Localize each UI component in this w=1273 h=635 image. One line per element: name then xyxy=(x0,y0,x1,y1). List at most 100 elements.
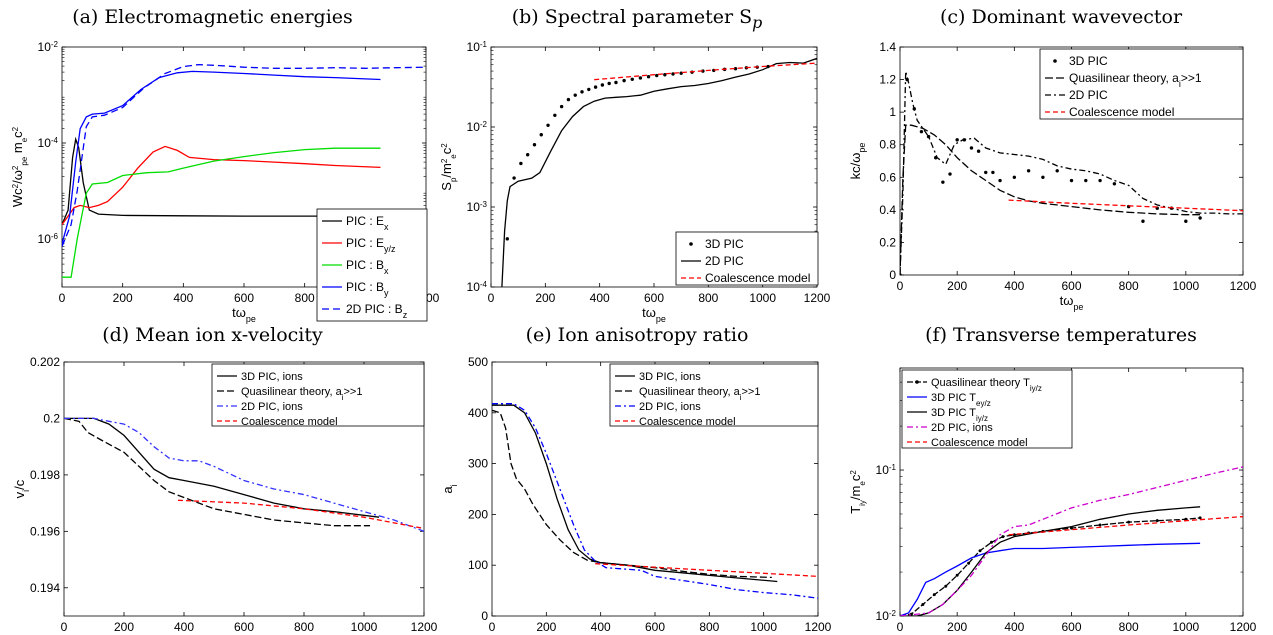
y-axis-label: ai xyxy=(440,484,459,493)
x-tick-label: 800 xyxy=(295,291,315,305)
x-tick-label: 1200 xyxy=(1230,620,1257,634)
legend-label: 3D PIC xyxy=(1069,54,1108,68)
x-tick-label: 600 xyxy=(1061,620,1081,634)
y-tick-label: 0.6 xyxy=(879,170,896,184)
series-3d-pic-point xyxy=(512,176,516,180)
y-axis-label: Sp/m2ec2 xyxy=(439,143,458,191)
y-tick-label: 0.202 xyxy=(30,355,60,369)
x-tick-label: 400 xyxy=(590,291,610,305)
y-tick-label: 0 xyxy=(889,268,896,282)
x-tick-label: 800 xyxy=(1119,279,1139,293)
panel-a: (a) Electromagnetic energies 0 200 400 600 8… xyxy=(0,0,440,324)
y-axis-label: vi/c xyxy=(12,479,31,498)
x-tick-label: 0 xyxy=(59,291,66,305)
x-tick-label: 400 xyxy=(1004,279,1024,293)
series-3d-pic-point xyxy=(655,73,659,78)
series-3d-pic-point xyxy=(1084,178,1088,183)
y-tick-label: 10-2 xyxy=(467,120,488,135)
y-axis-label: kc/ωpe xyxy=(848,143,867,180)
series-3d-pic-point xyxy=(532,143,537,147)
series-3d-pic-point xyxy=(600,83,605,87)
chart-title: (b) Spectral parameter Sp xyxy=(511,6,763,32)
x-tick-label: 0 xyxy=(489,620,496,634)
series-quasilinear-theory-a-i-line xyxy=(900,124,1201,275)
x-tick-label: 800 xyxy=(698,291,718,305)
y-tick-label: 1 xyxy=(889,105,896,119)
series-3d-pic-point xyxy=(926,134,931,139)
x-tick-label: 200 xyxy=(536,620,556,634)
legend: Quasilinear theory Tiy/z3D PIC Tey/z3D P… xyxy=(901,369,1073,449)
series-3d-pic-point xyxy=(573,93,577,97)
series-quasilinear-theory-t-iyz-point xyxy=(1198,516,1202,520)
series-quasilinear-theory-t-iyz-point xyxy=(967,561,971,565)
y-tick-label: 10-3 xyxy=(467,200,488,215)
x-tick-label: 1200 xyxy=(805,620,832,634)
series-3d-pic-point xyxy=(566,97,571,102)
x-tick-label: 0 xyxy=(61,620,68,634)
series-3d-pic-point xyxy=(671,72,675,76)
legend-marker xyxy=(1053,59,1057,63)
series-3d-pic-point xyxy=(1069,178,1074,183)
series-3d-pic-point xyxy=(948,172,952,176)
y-tick-label: 10-4 xyxy=(38,136,59,151)
series-3d-pic-point xyxy=(1098,178,1102,183)
x-tick-label: 1200 xyxy=(804,291,831,305)
y-tick-label: 0.2 xyxy=(43,411,60,425)
series-3d-pic-point xyxy=(630,77,634,81)
chart-d: 0 200 400 600 800 1000 12000.1940.1960.1980.20… xyxy=(12,355,438,635)
series-coalescence-model-line xyxy=(595,563,818,578)
x-tick-label: 400 xyxy=(173,291,193,305)
series-pic-e-yz-line xyxy=(62,145,381,225)
chart-title: (c) Dominant wavevector xyxy=(939,6,1183,28)
series-3d-pic-point xyxy=(553,113,557,118)
series-2d-pic-ions-line xyxy=(64,417,424,532)
y-tick-label: 10-4 xyxy=(467,280,488,295)
chart-c: 0 200 400 600 800 1000 1200 0 0.2 0.4 0.6 0.8 1 1.2 1.… xyxy=(848,40,1257,312)
x-tick-label: 400 xyxy=(174,620,194,634)
series-3d-pic-point xyxy=(941,180,945,184)
series-3d-pic-point xyxy=(1112,182,1117,186)
x-tick-label: 600 xyxy=(1061,279,1081,293)
series-3d-pic-t-eyz-line xyxy=(900,542,1201,616)
series-3d-pic-point xyxy=(546,123,550,128)
y-tick-label: 0 xyxy=(481,609,488,623)
legend-label: 2D PIC : Bz xyxy=(346,302,408,320)
series-3d-pic-point xyxy=(955,138,959,142)
legend-label: PIC : Ex xyxy=(346,214,389,232)
series-3d-pic-point xyxy=(646,75,651,79)
legend-label: PIC : Ey/z xyxy=(346,236,396,254)
series-coalescence-model-line xyxy=(594,62,817,81)
x-tick-label: 600 xyxy=(645,620,665,634)
series-3d-pic-point xyxy=(701,69,705,73)
series-3d-pic-point xyxy=(1141,219,1145,223)
y-tick-label: 1.4 xyxy=(879,40,896,54)
y-tick-label: 0.8 xyxy=(879,138,896,152)
chart-title: (d) Mean ion x-velocity xyxy=(102,324,323,346)
legend-label: PIC : Bx xyxy=(346,258,389,276)
series-3d-pic-point xyxy=(663,73,667,77)
series-pic-b-x-line xyxy=(62,147,381,278)
y-tick-label: 500 xyxy=(468,355,488,369)
x-tick-label: 0 xyxy=(897,279,904,293)
series-2d-pic-ions-line xyxy=(492,403,818,599)
x-tick-label: 200 xyxy=(535,291,555,305)
series-quasilinear-theory-t-iyz-point xyxy=(955,573,959,577)
series-coalescence-model-line xyxy=(1008,515,1243,536)
legend-label: Quasilinear theory Tiy/z xyxy=(931,377,1042,393)
y-axis-label: Tiy/mec2 xyxy=(848,470,867,514)
x-tick-label: 0 xyxy=(897,620,904,634)
y-axis-label: Wc2/ω2pe mec2 xyxy=(10,126,29,207)
series-3d-pic-ions-line xyxy=(492,404,778,583)
series-quasilinear-theory-t-iyz-point xyxy=(921,602,925,606)
legend: 3D PIC 2D PIC Coalescence model xyxy=(675,231,819,286)
legend-label: 3D PIC, ions xyxy=(639,371,701,383)
legend-label: PIC : By xyxy=(346,280,389,298)
x-tick-label: 200 xyxy=(947,620,967,634)
series-2d-pic-ions-line xyxy=(900,466,1243,616)
series-3d-pic-point xyxy=(614,80,618,85)
panel-f: (f) Transverse temperatures 0 200 400 600 80… xyxy=(848,318,1273,635)
series-2d-pic-b-z-line xyxy=(62,63,426,247)
legend-label: Coalescence model xyxy=(639,416,736,428)
x-tick-label: 200 xyxy=(114,620,134,634)
legend-label: Coalescence model xyxy=(1069,105,1174,119)
